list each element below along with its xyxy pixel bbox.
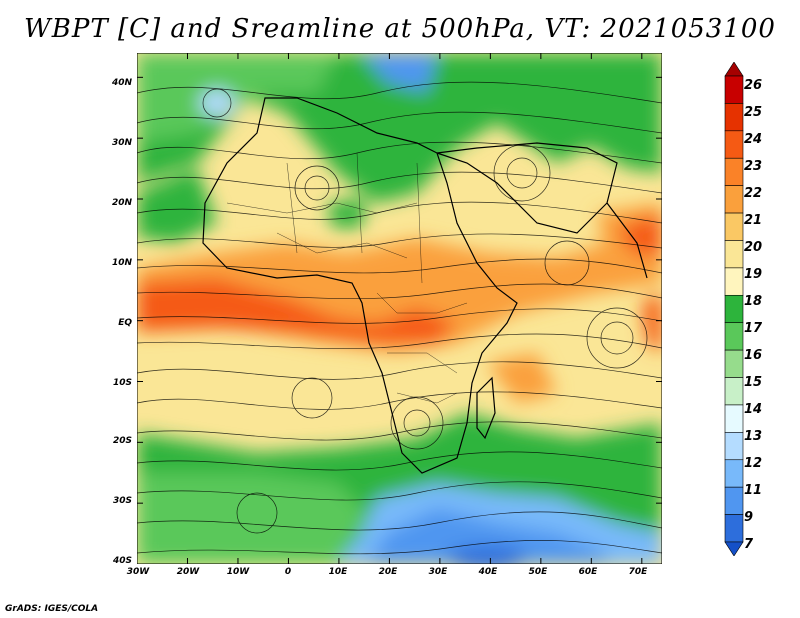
colorbar-cell [724, 212, 744, 241]
colorbar-cell [724, 404, 744, 433]
coastlines [202, 97, 648, 474]
map-canvas [137, 53, 662, 564]
colorbar-label-22: 22 [744, 186, 763, 201]
colorbar-label-12: 12 [744, 456, 763, 471]
lat-label-eq: EQ [118, 318, 132, 328]
colorbar-label-19: 19 [744, 267, 763, 282]
lon-label-30w: 30W [126, 567, 150, 577]
lon-label-20w: 20W [176, 567, 200, 577]
colorbar-label-23: 23 [744, 159, 763, 174]
colorbar-cell [724, 432, 744, 461]
lat-label-20n: 20N [111, 198, 132, 208]
colorbar-cell [724, 267, 744, 296]
colorbar-cell [724, 459, 744, 488]
colorbar-cell [724, 514, 744, 543]
lat-label-30n: 30N [111, 138, 132, 148]
colorbar-cell [724, 349, 744, 378]
colorbar-cell [724, 62, 744, 77]
lat-label-40s: 40S [112, 556, 132, 566]
lon-label-10e: 10E [328, 567, 348, 577]
colorbar-label-9: 9 [744, 510, 754, 525]
lat-label-30s: 30S [112, 496, 132, 506]
grads-credit: GrADS: IGES/COLA [5, 604, 99, 614]
colorbar-cell [724, 130, 744, 159]
colorbar-label-24: 24 [744, 132, 763, 147]
colorbar-cell [724, 185, 744, 214]
colorbar-label-18: 18 [744, 294, 763, 309]
colorbar-label-16: 16 [744, 348, 763, 363]
colorbar-cell [724, 240, 744, 269]
country-borders [226, 152, 468, 404]
colorbar-cell [724, 157, 744, 186]
colorbar-cell [724, 486, 744, 515]
chart-title: WBPT [C] and Sreamline at 500hPa, VT: 20… [24, 14, 776, 44]
colorbar-cell [724, 75, 744, 104]
lat-label-10n: 10N [111, 258, 132, 268]
lat-label-40n: 40N [111, 78, 132, 88]
colorbar-cell [724, 103, 744, 132]
lon-label-10w: 10W [226, 567, 250, 577]
colorbar-label-7: 7 [744, 537, 754, 552]
lon-label-20e: 20E [378, 567, 398, 577]
colorbar-label-26: 26 [744, 78, 763, 93]
colorbar-cell [724, 294, 744, 324]
colorbar-cell [724, 377, 744, 406]
colorbar-label-15: 15 [744, 375, 763, 390]
lon-label-40e: 40E [478, 567, 498, 577]
lon-label-50e: 50E [528, 567, 548, 577]
colorbar-cell [724, 322, 744, 351]
colorbar-label-25: 25 [744, 105, 763, 120]
colorbar-label-11: 11 [744, 483, 763, 498]
axis-ticks [137, 53, 662, 564]
lat-label-10s: 10S [112, 378, 132, 388]
map-panel [137, 53, 662, 564]
colorbar-label-13: 13 [744, 429, 763, 444]
colorbar-label-14: 14 [744, 402, 763, 417]
lon-label-0: 0 [284, 567, 292, 577]
colorbar-label-21: 21 [744, 213, 763, 228]
lon-label-70e: 70E [628, 567, 648, 577]
colorbar-cells [724, 62, 744, 556]
lon-label-60e: 60E [578, 567, 598, 577]
lat-label-20s: 20S [112, 436, 132, 446]
lon-label-30e: 30E [428, 567, 448, 577]
wbpt-field [137, 53, 662, 564]
colorbar-label-17: 17 [744, 321, 763, 336]
colorbar-label-20: 20 [744, 240, 763, 255]
colorbar [724, 62, 744, 556]
colorbar-cell [724, 541, 744, 556]
